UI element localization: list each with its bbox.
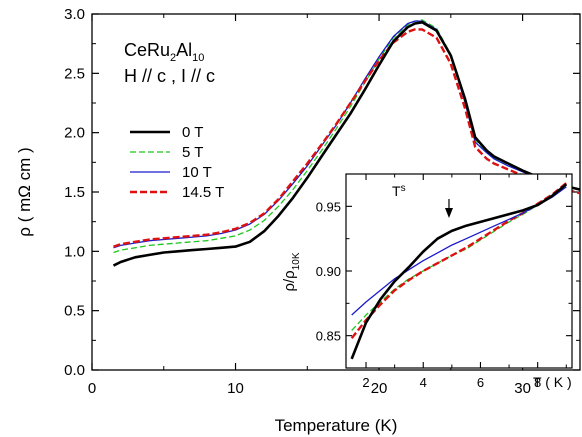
transition-temperature-label: Ts bbox=[392, 183, 406, 199]
y-axis-label: ρ ( mΩ cm ) bbox=[15, 147, 34, 236]
x-tick-label: 20 bbox=[371, 380, 388, 397]
inset-x-tick-label: 4 bbox=[420, 375, 427, 390]
inset-x-tick-label: 2 bbox=[362, 375, 369, 390]
series-line-0-T bbox=[112, 20, 580, 267]
x-tick-label: 0 bbox=[88, 380, 96, 397]
y-tick-label: 2.0 bbox=[64, 125, 85, 142]
x-tick-label: 30 bbox=[514, 380, 531, 397]
inset-ticks: 2 4 6 8 0.85 0.90 0.95 bbox=[316, 174, 572, 390]
transition-arrow bbox=[444, 199, 453, 218]
legend: 0 T 5 T 10 T 14.5 T bbox=[130, 124, 224, 201]
series-line-14-5-T bbox=[113, 28, 580, 248]
field-current-annotation: H // c , I // c bbox=[124, 66, 215, 86]
inset-y-axis-label: ρ/ρ10K bbox=[281, 252, 302, 291]
inset-y-tick-label: 0.85 bbox=[316, 329, 341, 344]
inset-series-line-0-T bbox=[350, 183, 568, 360]
inset-series-group bbox=[350, 182, 568, 360]
x-axis-label: Temperature (K) bbox=[275, 416, 398, 435]
y-tick-label: 2.5 bbox=[64, 65, 85, 82]
main-series-group bbox=[112, 19, 580, 267]
inset-x-tick-label: 8 bbox=[534, 375, 541, 390]
y-tick-label: 1.5 bbox=[64, 184, 85, 201]
legend-label: 14.5 T bbox=[182, 184, 224, 201]
transition-arrow-head bbox=[444, 208, 453, 218]
inset-x-tick-label: 6 bbox=[477, 375, 484, 390]
y-tick-label: 1.0 bbox=[64, 243, 85, 260]
y-tick-label: 0.5 bbox=[64, 303, 85, 320]
legend-label: 5 T bbox=[182, 144, 203, 161]
inset-y-tick-label: 0.90 bbox=[316, 264, 341, 279]
x-tick-label: 10 bbox=[227, 380, 244, 397]
y-tick-label: 0.0 bbox=[64, 362, 85, 379]
legend-label: 0 T bbox=[182, 124, 203, 141]
legend-label: 10 T bbox=[182, 164, 212, 181]
y-tick-label: 3.0 bbox=[64, 6, 85, 23]
inset-y-tick-label: 0.95 bbox=[316, 199, 341, 214]
inset-x-axis-label: T ( K ) bbox=[533, 374, 572, 390]
sample-formula: CeRu2Al10 bbox=[124, 40, 204, 64]
main-ticks: 0 10 20 30 0.0 0.5 1.0 1.5 2.0 2.5 3.0 bbox=[64, 6, 580, 397]
